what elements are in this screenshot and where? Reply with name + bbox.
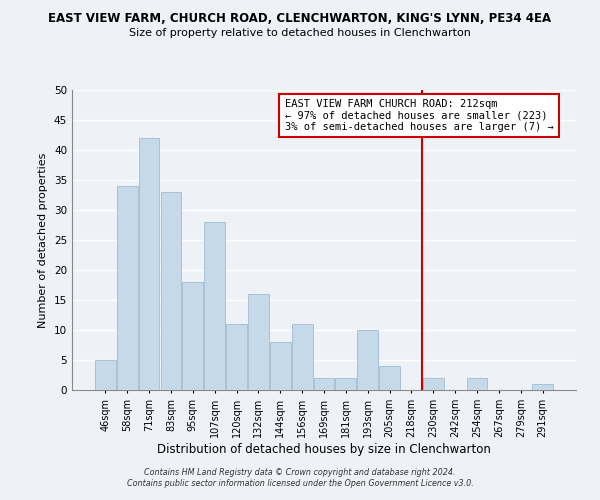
Bar xyxy=(161,192,181,390)
Bar xyxy=(139,138,160,390)
Text: EAST VIEW FARM, CHURCH ROAD, CLENCHWARTON, KING'S LYNN, PE34 4EA: EAST VIEW FARM, CHURCH ROAD, CLENCHWARTO… xyxy=(49,12,551,26)
Bar xyxy=(423,378,444,390)
Bar xyxy=(182,282,203,390)
Bar xyxy=(117,186,137,390)
Bar xyxy=(379,366,400,390)
Bar xyxy=(270,342,290,390)
Bar xyxy=(292,324,313,390)
Bar xyxy=(204,222,225,390)
Text: Contains HM Land Registry data © Crown copyright and database right 2024.
Contai: Contains HM Land Registry data © Crown c… xyxy=(127,468,473,487)
Bar xyxy=(95,360,116,390)
Bar xyxy=(467,378,487,390)
Bar xyxy=(248,294,269,390)
Bar xyxy=(335,378,356,390)
Bar xyxy=(226,324,247,390)
Y-axis label: Number of detached properties: Number of detached properties xyxy=(38,152,49,328)
Bar xyxy=(314,378,334,390)
Text: EAST VIEW FARM CHURCH ROAD: 212sqm
← 97% of detached houses are smaller (223)
3%: EAST VIEW FARM CHURCH ROAD: 212sqm ← 97%… xyxy=(284,99,553,132)
X-axis label: Distribution of detached houses by size in Clenchwarton: Distribution of detached houses by size … xyxy=(157,442,491,456)
Text: Size of property relative to detached houses in Clenchwarton: Size of property relative to detached ho… xyxy=(129,28,471,38)
Bar xyxy=(532,384,553,390)
Bar xyxy=(358,330,378,390)
